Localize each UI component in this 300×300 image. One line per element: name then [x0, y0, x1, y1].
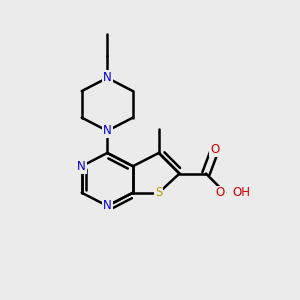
- Text: N: N: [103, 200, 112, 212]
- Text: N: N: [77, 160, 86, 173]
- Text: N: N: [103, 71, 112, 84]
- Text: O: O: [216, 186, 225, 199]
- Text: OH: OH: [232, 186, 250, 199]
- Text: S: S: [155, 186, 163, 199]
- Text: N: N: [103, 124, 112, 137]
- Text: O: O: [210, 143, 219, 157]
